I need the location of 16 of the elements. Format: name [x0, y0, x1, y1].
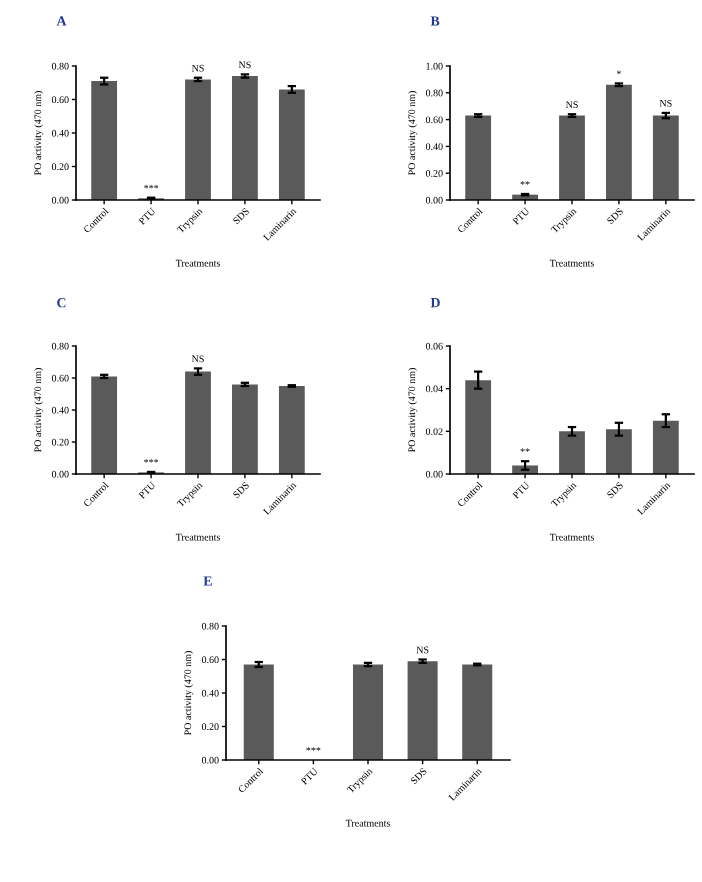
bar — [465, 115, 492, 200]
bar — [278, 89, 305, 200]
bar — [91, 81, 118, 200]
bar — [232, 384, 258, 474]
bar — [278, 386, 305, 474]
bar — [559, 115, 585, 200]
bar — [185, 79, 211, 200]
bar — [185, 371, 211, 474]
bar — [652, 420, 679, 474]
bar — [232, 76, 258, 200]
bar — [465, 380, 492, 474]
bar — [652, 115, 679, 200]
bar — [559, 431, 585, 474]
bar — [606, 84, 632, 200]
bar — [606, 429, 632, 474]
bar — [91, 376, 118, 474]
